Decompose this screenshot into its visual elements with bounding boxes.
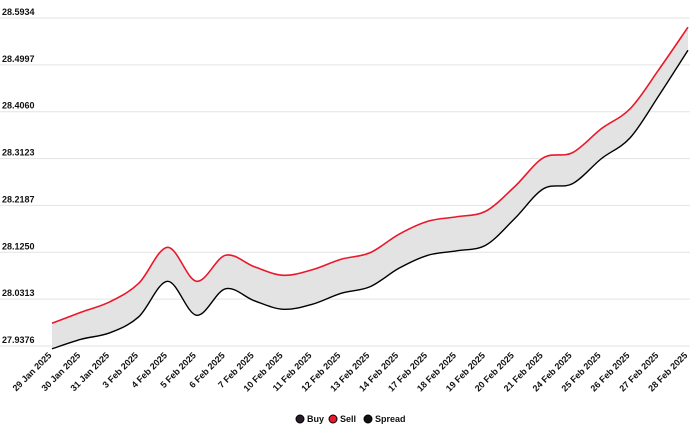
y-tick-label: 28.1250 xyxy=(2,241,35,251)
legend-marker-spread xyxy=(363,414,373,424)
y-axis-ticks: 27.9376 28.0313 28.1250 28.2187 28.3123 28.40… xyxy=(2,7,35,345)
legend-marker-buy xyxy=(295,414,305,424)
legend-label-sell: Sell xyxy=(340,414,356,424)
legend-label-spread: Spread xyxy=(375,414,406,424)
spread-band xyxy=(52,27,688,349)
y-tick-label: 28.0313 xyxy=(2,288,35,298)
sell-line xyxy=(51,26,689,325)
grid-lines xyxy=(0,17,690,347)
y-tick-label: 28.2187 xyxy=(2,194,35,204)
spread-area xyxy=(52,27,688,349)
y-tick-label: 28.4060 xyxy=(2,101,35,111)
y-tick-label: 28.3123 xyxy=(2,148,35,158)
y-tick-label: 27.9376 xyxy=(2,335,35,345)
y-tick-label: 28.5934 xyxy=(2,7,35,17)
series-lines xyxy=(51,26,689,350)
legend-marker-sell xyxy=(328,414,338,424)
legend: Buy Sell Spread xyxy=(295,414,406,424)
buy-line xyxy=(51,49,689,350)
y-tick-label: 28.4997 xyxy=(2,54,35,64)
legend-label-buy: Buy xyxy=(307,414,324,424)
